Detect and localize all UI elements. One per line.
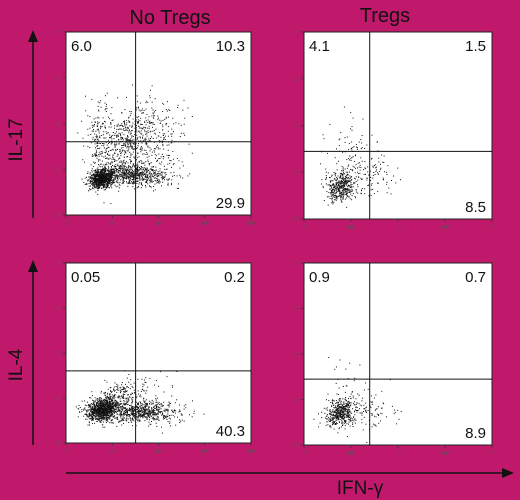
- x-tick-label: 10³: [201, 221, 209, 227]
- x-tick-label: 10²: [155, 221, 163, 227]
- quadrant-percent-upper-left: 6.0: [71, 38, 92, 55]
- y-tick-label: 10²: [292, 352, 300, 358]
- x-tick-label: 10²: [394, 451, 402, 457]
- quadrant-percent-upper-left: 0.05: [71, 269, 100, 286]
- y-tick-label: 10³: [54, 306, 62, 312]
- x-tick-label: 10⁰: [300, 450, 309, 457]
- x-tick-label: 10⁰: [62, 220, 71, 227]
- x-tick-label: 10⁰: [300, 224, 309, 231]
- x-tick-label: 10⁴: [488, 225, 496, 231]
- y-tick-label: 10³: [292, 77, 300, 83]
- x-tick-label: 10³: [201, 449, 209, 455]
- event-dots: [77, 84, 193, 205]
- y-tick-label: 10³: [54, 76, 62, 82]
- y-tick-label: 10²: [54, 351, 62, 357]
- y-tick-label: 10⁰: [54, 212, 63, 219]
- quadrant-percent-lower-right: 8.9: [465, 425, 486, 442]
- x-tick-label: 10¹: [108, 221, 116, 227]
- x-axis-label-ifn-gamma: IFN-γ: [337, 478, 384, 499]
- y-tick-label: 10²: [54, 122, 62, 128]
- x-tick-label: 10¹: [108, 449, 116, 455]
- y-axis-label-il-4: IL-4: [6, 348, 27, 381]
- flow-plot-panel-0-0: 10⁰ 10¹ 10² 10³ 10⁴ 10⁰ 10¹ 10² 10³ 10⁴ 6.0 10.3 29.…: [54, 30, 255, 227]
- event-dots: [320, 106, 401, 208]
- column-title-tregs: Tregs: [360, 5, 410, 27]
- x-axis-arrow-head: [502, 468, 514, 478]
- y-tick-label: 10¹: [292, 398, 300, 404]
- x-tick-label: 10¹: [347, 225, 355, 231]
- x-tick-label: 10⁴: [247, 221, 255, 227]
- y-tick-label: 10⁰: [292, 216, 301, 223]
- x-tick-label: 10¹: [347, 451, 355, 457]
- plot-area: [65, 31, 252, 216]
- event-dots: [313, 357, 402, 443]
- y-tick-label: 10³: [292, 307, 300, 313]
- quadrant-percent-upper-right: 10.3: [216, 38, 245, 55]
- y-tick-label: 10⁴: [54, 261, 62, 267]
- y-tick-label: 10⁰: [54, 440, 63, 447]
- flow-plot-panel-0-1: 10⁰ 10¹ 10² 10³ 10⁴ 10⁰ 10¹ 10² 10³ 10⁴ 4.1 1.5 8.5: [292, 30, 496, 231]
- y-axis-arrow-top-head: [28, 30, 38, 42]
- quadrant-percent-lower-right: 29.9: [216, 195, 245, 212]
- y-axis-arrow-bottom-head: [28, 260, 38, 272]
- column-title-no-tregs: No Tregs: [129, 7, 210, 29]
- x-tick-label: 10⁰: [62, 448, 71, 455]
- event-dots: [75, 370, 205, 434]
- x-tick-label: 10³: [441, 225, 449, 231]
- flow-plot-panel-1-0: 10⁰ 10¹ 10² 10³ 10⁴ 10⁰ 10¹ 10² 10³ 10⁴ 0.05 0.2 40.…: [54, 261, 255, 455]
- quadrant-percent-upper-right: 1.5: [465, 38, 486, 55]
- y-tick-label: 10¹: [292, 170, 300, 176]
- y-tick-label: 10⁴: [54, 30, 62, 36]
- x-tick-label: 10²: [394, 225, 402, 231]
- quadrant-percent-upper-right: 0.2: [224, 269, 245, 286]
- y-tick-label: 10¹: [54, 396, 62, 402]
- x-tick-label: 10²: [155, 449, 163, 455]
- y-tick-label: 10⁴: [292, 261, 300, 267]
- y-tick-label: 10²: [292, 124, 300, 130]
- y-axis-label-il-17: IL-17: [6, 118, 27, 161]
- y-tick-label: 10⁴: [292, 30, 300, 36]
- panels-group: 10⁰ 10¹ 10² 10³ 10⁴ 10⁰ 10¹ 10² 10³ 10⁴ 6.0 10.3 29.…: [54, 30, 496, 457]
- quadrant-percent-lower-right: 40.3: [216, 423, 245, 440]
- quadrant-percent-upper-right: 0.7: [465, 269, 486, 286]
- x-tick-label: 10³: [441, 451, 449, 457]
- quadrant-percent-upper-left: 4.1: [309, 38, 330, 55]
- flow-plot-panel-1-1: 10⁰ 10¹ 10² 10³ 10⁴ 10⁰ 10¹ 10² 10³ 10⁴ 0.9 0.7 8.9: [292, 261, 496, 457]
- quadrant-percent-upper-left: 0.9: [309, 269, 330, 286]
- y-tick-label: 10¹: [54, 167, 62, 173]
- x-tick-label: 10⁴: [247, 449, 255, 455]
- y-tick-label: 10⁰: [292, 442, 301, 449]
- quadrant-percent-lower-right: 8.5: [465, 199, 486, 216]
- x-tick-label: 10⁴: [488, 451, 496, 457]
